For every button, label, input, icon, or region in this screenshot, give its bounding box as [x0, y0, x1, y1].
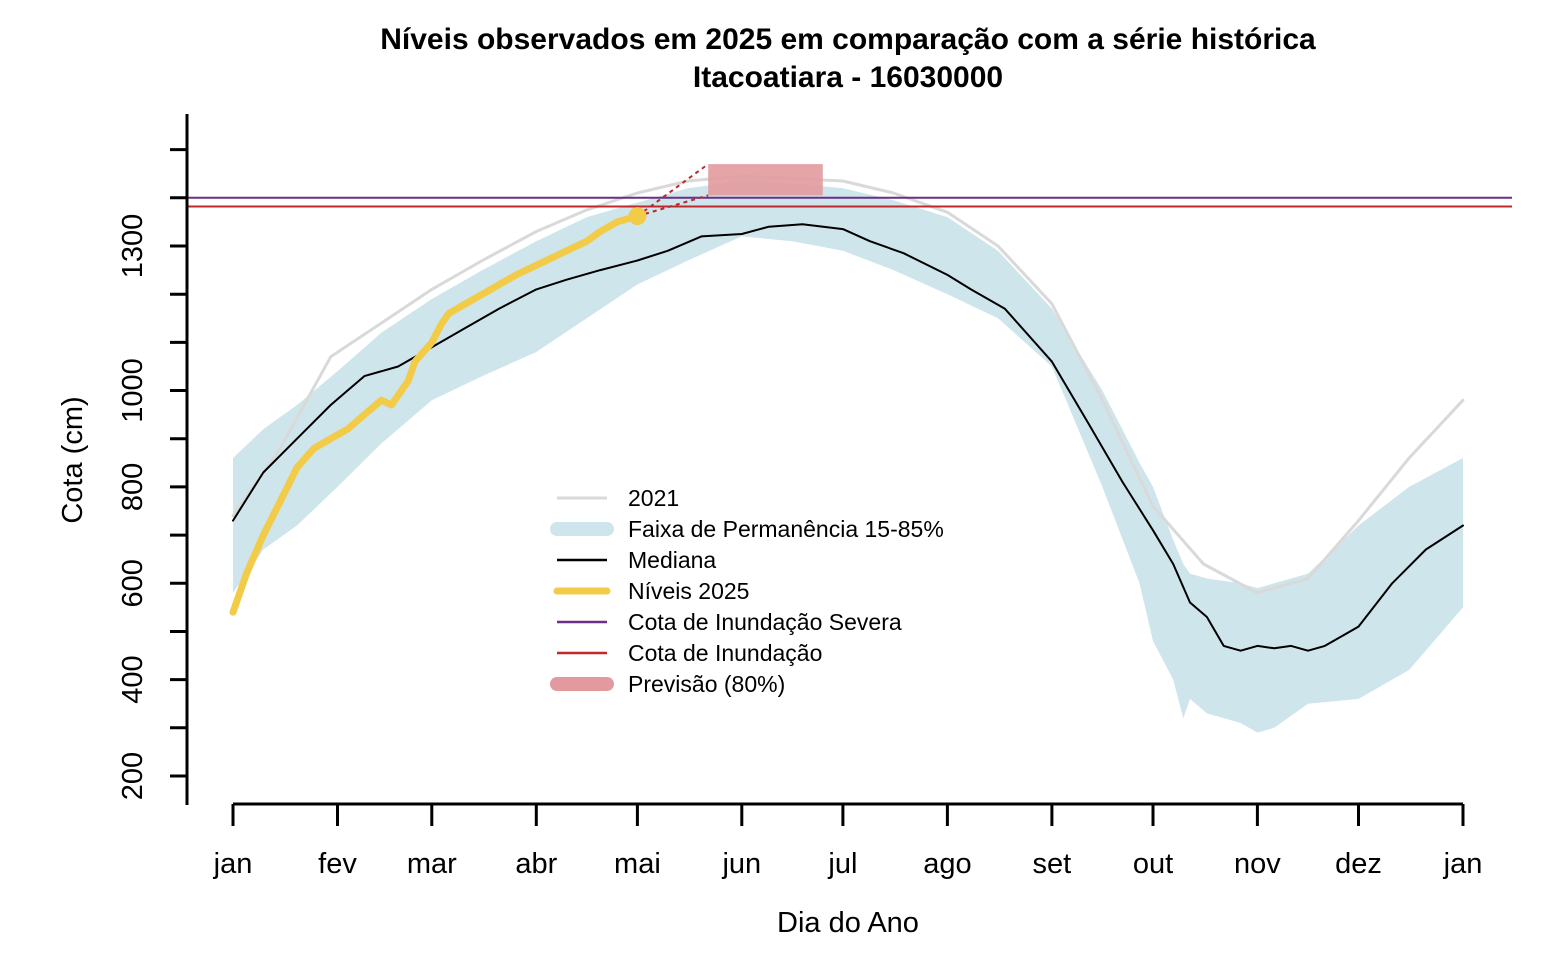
x-tick-label: ago: [923, 848, 971, 880]
x-tick-label: set: [1033, 848, 1072, 880]
y-axis-title: Cota (cm): [57, 396, 89, 523]
y-axis: 200 400 600 800 1000 1300: [117, 114, 189, 805]
x-tick-label: jan: [1443, 848, 1483, 880]
legend-label: Cota de Inundação: [628, 640, 822, 666]
x-tick-label: jul: [827, 848, 857, 880]
series-niveis-2025-line: [229, 212, 641, 616]
forecast-connector-upper: [636, 163, 709, 217]
chart-subtitle: Itacoatiara - 16030000: [693, 61, 1003, 94]
legend-label: 2021: [628, 485, 679, 511]
legend-label: Cota de Inundação Severa: [628, 609, 902, 635]
x-tick-label: mai: [614, 848, 661, 880]
forecast-layer: [628, 163, 823, 226]
x-tick-label: nov: [1234, 848, 1281, 880]
y-tick-label: 400: [117, 655, 149, 703]
x-tick-label: fev: [318, 848, 357, 880]
x-tick-label: out: [1133, 848, 1173, 880]
y-tick-label: 1000: [117, 358, 149, 423]
y-tick-label: 200: [117, 752, 149, 800]
line-layer: [187, 174, 1512, 652]
x-tick-label: dez: [1335, 848, 1382, 880]
x-tick-label: jun: [721, 848, 761, 880]
band-layer: [233, 181, 1463, 733]
niveis-2025-endpoint: [628, 207, 647, 226]
legend: 2021 Faixa de Permanência 15-85% Mediana Ní…: [550, 485, 944, 697]
band-15-85: [233, 181, 1463, 733]
x-tick-label: mar: [407, 848, 457, 880]
y-tick-label: 800: [117, 463, 149, 511]
y-tick-label: 1300: [117, 214, 149, 279]
series-mediana-line: [232, 223, 1464, 652]
x-tick-label: abr: [515, 848, 557, 880]
chart-title: Níveis observados em 2025 em comparação …: [380, 23, 1316, 56]
legend-label: Níveis 2025: [628, 578, 749, 604]
legend-label: Mediana: [628, 547, 716, 573]
legend-label: Previsão (80%): [628, 671, 785, 697]
forecast-box: [708, 164, 823, 196]
series-2021-line: [231, 174, 1465, 595]
x-axis-title: Dia do Ano: [777, 907, 919, 939]
plot-area: [187, 163, 1512, 733]
y-tick-label: 600: [117, 559, 149, 607]
x-axis: jan fev mar abr mai jun jul ago set out nov dez jan: [213, 802, 1483, 880]
x-tick-label: jan: [213, 848, 253, 880]
legend-label: Faixa de Permanência 15-85%: [628, 516, 944, 542]
